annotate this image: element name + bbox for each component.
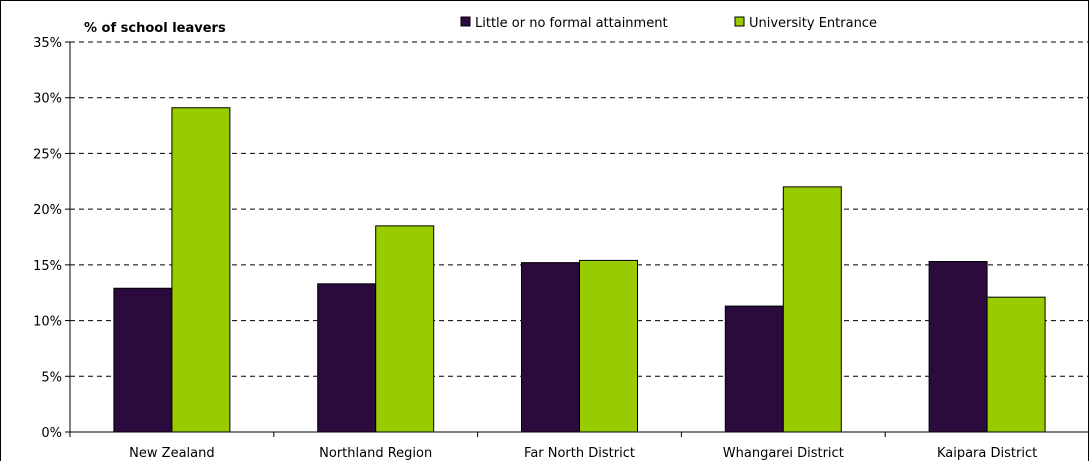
bar xyxy=(928,261,988,433)
y-tick-label: 5% xyxy=(41,370,62,385)
axes xyxy=(65,41,1089,437)
y-tick-label: 35% xyxy=(33,36,62,51)
bars xyxy=(113,107,1046,433)
y-tick-label: 0% xyxy=(41,426,62,441)
bar xyxy=(986,296,1046,433)
category-label: Northland Region xyxy=(319,446,432,461)
legend-label: Little or no formal attainment xyxy=(475,16,668,31)
gridlines xyxy=(70,41,1089,377)
category-label: Far North District xyxy=(524,446,635,461)
category-label: New Zealand xyxy=(129,446,214,461)
y-tick-label: 25% xyxy=(33,147,62,162)
bar xyxy=(375,225,435,433)
bar xyxy=(317,283,377,433)
bar xyxy=(782,186,842,433)
y-tick-label: 20% xyxy=(33,203,62,218)
legend: Little or no formal attainment University… xyxy=(460,16,877,31)
bar xyxy=(579,259,638,433)
category-label: Kaipara District xyxy=(937,446,1037,461)
legend-swatch xyxy=(734,16,745,27)
bar xyxy=(724,305,784,433)
y-tick-label: 10% xyxy=(33,315,62,330)
category-labels: New Zealand Northland Region Far North Dis… xyxy=(129,446,1037,461)
y-axis-title: % of school leavers xyxy=(84,21,226,36)
y-tick-label: 30% xyxy=(33,92,62,107)
category-label: Whangarei District xyxy=(723,446,844,461)
y-tick-label: 15% xyxy=(33,259,62,274)
legend-label: University Entrance xyxy=(749,16,877,31)
bar xyxy=(171,107,231,433)
bar xyxy=(521,262,580,433)
y-tick-labels: 0% 5% 10% 15% 20% 25% 30% 35% xyxy=(33,36,62,441)
bar xyxy=(113,287,173,433)
legend-swatch xyxy=(460,16,471,27)
